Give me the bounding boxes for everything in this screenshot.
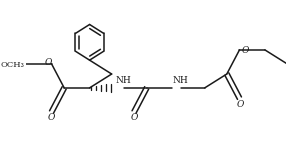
Text: OCH₃: OCH₃ <box>1 61 24 69</box>
Text: O: O <box>45 58 53 67</box>
Text: O: O <box>241 46 249 55</box>
Text: NH: NH <box>116 76 132 85</box>
Text: O: O <box>48 114 55 123</box>
Text: O: O <box>130 114 138 123</box>
Text: NH: NH <box>173 76 189 85</box>
Text: O: O <box>237 100 244 109</box>
